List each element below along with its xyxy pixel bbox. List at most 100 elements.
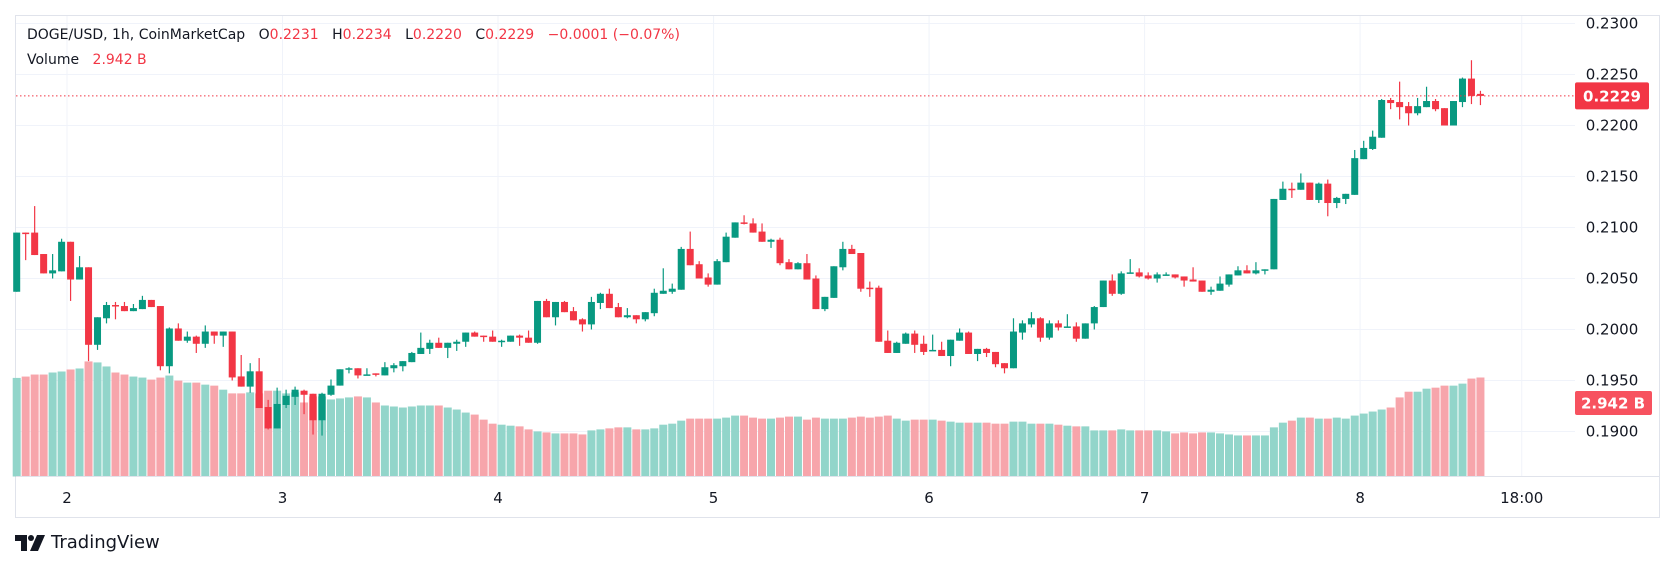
candle-body	[1342, 193, 1350, 199]
candle-up	[1297, 173, 1305, 190]
volume-bar	[614, 427, 623, 477]
volume-bar	[1126, 430, 1135, 477]
volume-legend: Volume 2.942 B	[27, 52, 147, 68]
candle-body	[58, 241, 66, 272]
candle-body	[408, 352, 416, 363]
candle-body	[578, 319, 586, 325]
candle-body	[1135, 272, 1143, 277]
candle-body	[1018, 323, 1026, 333]
candle-up	[498, 339, 506, 347]
volume-bar	[407, 406, 416, 477]
candle-down	[85, 267, 93, 362]
candle-down	[1135, 268, 1143, 278]
candle-down	[1243, 265, 1251, 274]
price-tick-label: 0.2100	[1586, 219, 1639, 237]
volume-bar	[434, 405, 443, 477]
candle-up	[363, 368, 371, 376]
volume-bar	[1332, 417, 1341, 477]
candle-up	[1216, 276, 1224, 291]
volume-bar	[66, 369, 75, 477]
candle-body	[156, 306, 164, 367]
candle-up	[345, 367, 353, 374]
candle-up	[974, 348, 982, 362]
volume-bar	[838, 418, 847, 477]
candle-down	[749, 218, 757, 233]
price-axis[interactable]: 0.2300 0.2250 0.2200 0.2150 0.2100 0.2050 0.20…	[1586, 15, 1639, 441]
candle-down	[1171, 274, 1179, 279]
volume-bar	[596, 429, 605, 477]
candle-up	[1333, 196, 1341, 209]
candle-down	[120, 301, 128, 312]
candle-down	[1324, 179, 1332, 217]
candle-body	[192, 336, 200, 344]
candle-up	[183, 331, 191, 343]
volume-bar	[362, 397, 371, 477]
volume-bar	[1054, 424, 1063, 477]
candle-up	[336, 369, 344, 386]
candle-down	[875, 285, 883, 342]
candle-body	[543, 300, 551, 318]
candle-body	[480, 335, 488, 338]
candle-body	[938, 349, 946, 357]
volume-bar	[1251, 435, 1260, 477]
volume-bar	[910, 419, 919, 477]
volume-bar	[1278, 422, 1287, 477]
volume-label[interactable]: Volume	[27, 52, 80, 68]
candle-up	[1153, 272, 1161, 283]
candles	[13, 60, 1484, 436]
candle-up	[1225, 274, 1233, 287]
candle-up	[426, 339, 434, 354]
volume-bar	[479, 419, 488, 477]
candle-body	[1324, 183, 1332, 204]
volume-bar	[650, 428, 659, 477]
volume-bar	[1117, 429, 1126, 477]
candle-body	[866, 287, 874, 290]
candle-body	[309, 393, 317, 421]
candle-body	[1198, 280, 1206, 292]
candle-up	[246, 363, 254, 393]
candle-body	[354, 368, 362, 376]
price-tick-label: 0.2000	[1586, 321, 1639, 339]
candle-body	[1414, 106, 1422, 114]
candle-body	[785, 262, 793, 270]
candle-up	[839, 241, 847, 271]
volume-bar	[201, 384, 210, 477]
candle-body	[605, 293, 613, 309]
price-tick-label: 0.2050	[1586, 270, 1639, 288]
volume-bar	[946, 421, 955, 477]
volume-bar	[335, 398, 344, 477]
symbol-title[interactable]: DOGE/USD, 1h, CoinMarketCap	[27, 27, 246, 43]
volume-bar	[1207, 432, 1216, 477]
candle-up	[76, 256, 84, 280]
candle-up	[1207, 286, 1215, 295]
volume-bar	[1368, 411, 1377, 477]
candle-body	[417, 347, 425, 354]
volume-bar	[84, 361, 93, 477]
candle-down	[309, 393, 317, 435]
volume-bar	[129, 376, 138, 477]
tradingview-logo[interactable]: TradingView	[15, 532, 160, 553]
candle-down	[938, 341, 946, 357]
candle-down	[848, 244, 856, 255]
candle-down	[40, 254, 48, 274]
volume-bar	[722, 417, 731, 477]
candle-down	[1189, 267, 1197, 282]
volume-bar	[1000, 423, 1009, 477]
candle-body	[111, 305, 119, 307]
candle-body	[848, 248, 856, 255]
candle-body	[165, 328, 173, 367]
change-value: −0.0001 (−0.07%)	[547, 27, 680, 43]
candle-body	[1225, 274, 1233, 285]
volume-bar	[1395, 397, 1404, 477]
candle-body	[1432, 101, 1440, 110]
candle-body	[983, 348, 991, 353]
candle-down	[237, 355, 245, 387]
time-axis[interactable]: 2 3 4 5 6 7 8 18:00	[62, 489, 1543, 507]
volume-bar	[659, 424, 668, 477]
candle-body	[1467, 78, 1475, 96]
volume-bar	[506, 425, 515, 477]
candle-up	[291, 386, 299, 405]
volume-bar	[758, 418, 767, 477]
volume-bar	[542, 432, 551, 477]
